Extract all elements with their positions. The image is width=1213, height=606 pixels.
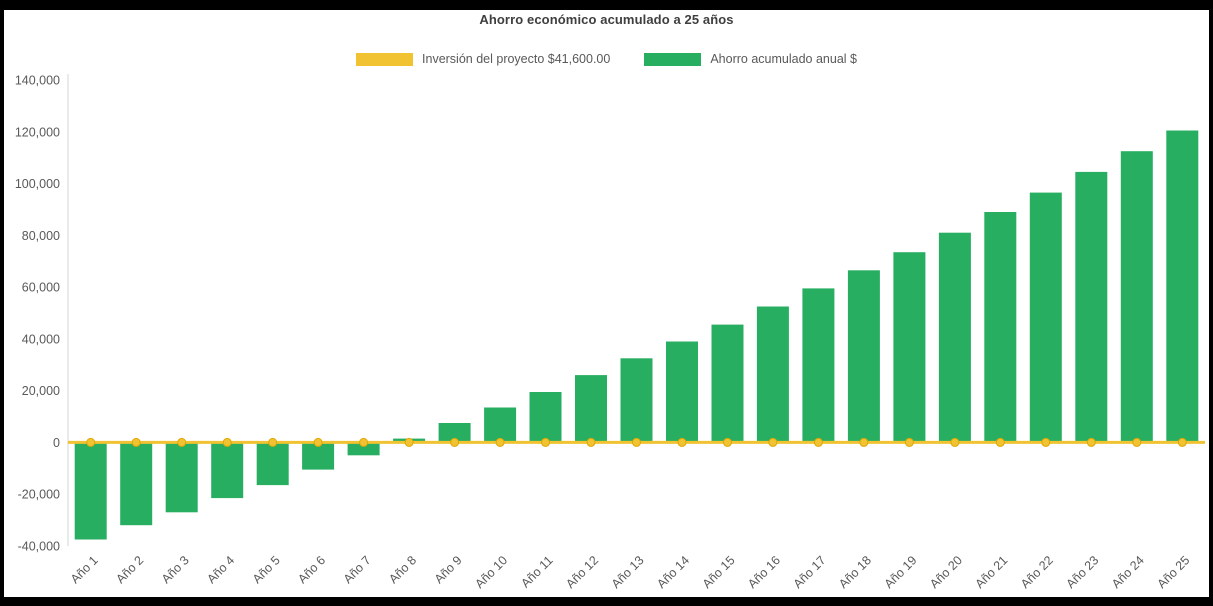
svg-text:140,000: 140,000	[15, 74, 60, 88]
svg-text:Año 10: Año 10	[472, 553, 510, 591]
svg-text:Año 1: Año 1	[68, 553, 101, 586]
svg-text:Año 5: Año 5	[250, 553, 283, 586]
svg-text:-40,000: -40,000	[18, 540, 60, 554]
legend-label-savings: Ahorro acumulado anual $	[710, 52, 857, 66]
svg-text:Año 23: Año 23	[1064, 553, 1102, 591]
chart-title: Ahorro económico acumulado a 25 años	[479, 12, 734, 27]
legend-item-savings: Ahorro acumulado anual $	[644, 52, 857, 66]
svg-text:Año 2: Año 2	[113, 553, 146, 586]
svg-text:Año 11: Año 11	[518, 553, 555, 590]
svg-text:Año 8: Año 8	[386, 553, 419, 586]
svg-text:Año 24: Año 24	[1109, 553, 1147, 591]
svg-text:Año 25: Año 25	[1155, 553, 1193, 591]
svg-text:60,000: 60,000	[22, 281, 60, 295]
svg-text:Año 6: Año 6	[295, 553, 328, 586]
svg-text:0: 0	[53, 436, 60, 450]
svg-text:Año 19: Año 19	[882, 553, 920, 591]
svg-text:Año 4: Año 4	[204, 553, 237, 586]
legend-item-investment: Inversión del proyecto $41,600.00	[356, 52, 610, 66]
legend-label-investment: Inversión del proyecto $41,600.00	[422, 52, 611, 66]
svg-text:20,000: 20,000	[22, 384, 60, 398]
svg-text:Año 20: Año 20	[927, 553, 965, 591]
legend: Inversión del proyecto $41,600.00 Ahorro…	[0, 52, 1213, 66]
svg-text:Año 18: Año 18	[836, 553, 874, 591]
legend-swatch-investment	[356, 52, 414, 66]
svg-text:Año 3: Año 3	[159, 553, 192, 586]
svg-text:Año 9: Año 9	[432, 553, 465, 586]
svg-text:120,000: 120,000	[15, 125, 60, 139]
svg-text:100,000: 100,000	[15, 177, 60, 191]
svg-text:80,000: 80,000	[22, 229, 60, 243]
svg-text:Año 7: Año 7	[341, 553, 374, 586]
legend-swatch-savings	[644, 52, 702, 66]
svg-text:Año 21: Año 21	[973, 553, 1011, 591]
svg-text:Año 13: Año 13	[609, 553, 647, 591]
svg-text:40,000: 40,000	[22, 332, 60, 346]
svg-text:Año 14: Año 14	[654, 553, 692, 591]
svg-text:Año 17: Año 17	[791, 553, 829, 591]
svg-text:Año 15: Año 15	[700, 553, 738, 591]
svg-text:Año 12: Año 12	[563, 553, 601, 591]
svg-text:-20,000: -20,000	[18, 488, 60, 502]
svg-text:Año 16: Año 16	[745, 553, 783, 591]
svg-text:Año 22: Año 22	[1018, 553, 1056, 591]
